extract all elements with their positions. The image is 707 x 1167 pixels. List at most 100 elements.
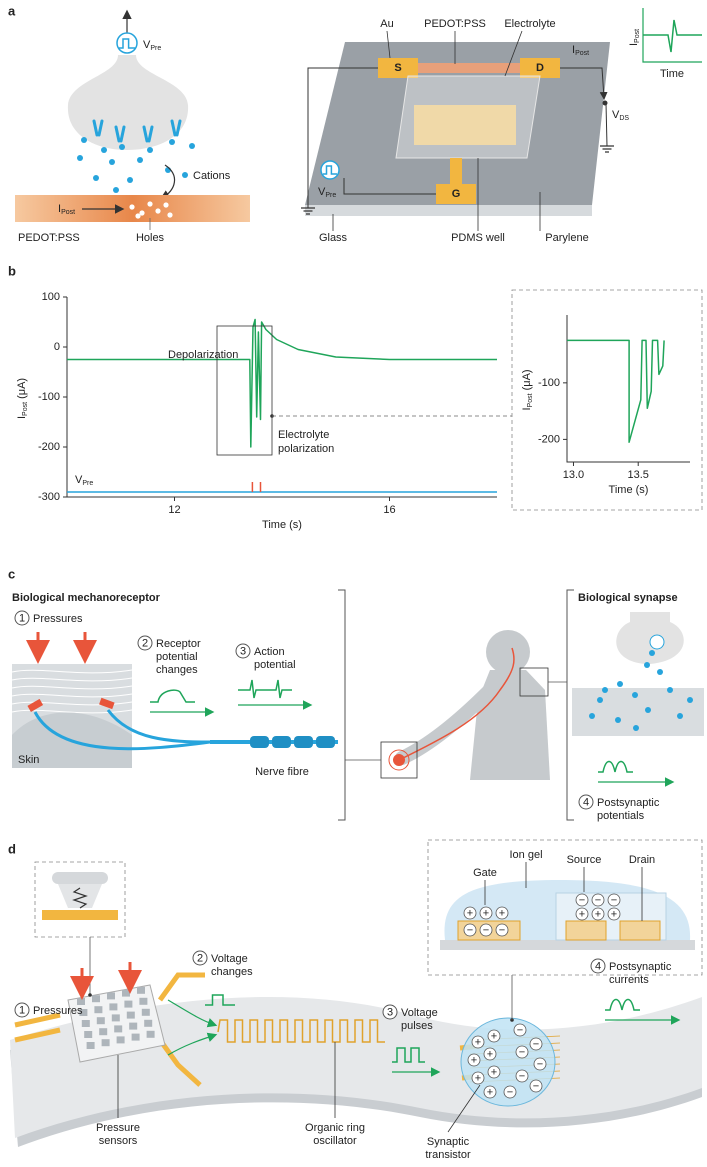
cation xyxy=(109,159,115,165)
presynaptic-terminal xyxy=(68,55,188,150)
sensor xyxy=(92,995,100,1002)
step-text: potentials xyxy=(597,810,645,822)
gate-label: G xyxy=(452,188,461,200)
minus-ion: − xyxy=(595,894,601,906)
cations-label: Cations xyxy=(193,170,231,182)
sensor xyxy=(129,1023,137,1030)
pdms-label: PDMS well xyxy=(451,232,505,244)
step-text: potential xyxy=(254,659,296,671)
myelin xyxy=(316,736,335,748)
sensor xyxy=(82,1020,90,1027)
transistor-label: transistor xyxy=(425,1149,471,1161)
source-label: S xyxy=(394,62,401,74)
neurotransmitter xyxy=(645,707,651,713)
sensor-pyramid xyxy=(58,884,102,908)
nerve-label: Nerve fibre xyxy=(255,766,309,778)
substrate xyxy=(440,940,695,950)
step-number: 2 xyxy=(142,637,148,649)
cation xyxy=(93,175,99,181)
v-ds-label-sub: DS xyxy=(619,115,629,122)
body xyxy=(470,670,550,780)
anchor xyxy=(88,993,92,997)
oscillator-label: oscillator xyxy=(313,1135,357,1147)
sensor xyxy=(112,1014,120,1021)
y-axis-label-unit: (μA) xyxy=(16,378,28,399)
ion-gel-label: Ion gel xyxy=(509,849,542,861)
step-text: currents xyxy=(609,974,649,986)
cation xyxy=(77,155,83,161)
y-axis-label-unit: (μA) xyxy=(521,369,533,390)
cation xyxy=(119,144,125,150)
neurotransmitter xyxy=(687,697,693,703)
v-pre-label-sub: Pre xyxy=(150,45,161,52)
highlight-box xyxy=(217,326,272,455)
au-label: Au xyxy=(380,18,393,30)
sensor xyxy=(122,990,130,997)
step-text: Action xyxy=(254,646,285,658)
plus-ion: + xyxy=(491,1030,497,1042)
plus-ion: + xyxy=(471,1054,477,1066)
pulse-icon xyxy=(321,161,339,179)
plus-ion: + xyxy=(487,1048,493,1060)
cation xyxy=(147,147,153,153)
step-text: Voltage xyxy=(401,1007,438,1019)
v-pre-label: VPre xyxy=(143,39,161,52)
y-tick-label: -100 xyxy=(38,391,60,403)
electrolyte xyxy=(414,105,516,145)
sensor xyxy=(107,992,115,999)
touch xyxy=(393,754,405,766)
head xyxy=(486,630,530,674)
vesicle xyxy=(650,635,664,649)
sensor xyxy=(144,1020,152,1027)
step-number: 1 xyxy=(19,612,25,624)
source-label: Source xyxy=(567,854,602,866)
channel xyxy=(418,63,520,73)
neurotransmitter xyxy=(657,669,663,675)
y-axis-label-sub: Post xyxy=(22,402,29,416)
section-title: Biological synapse xyxy=(578,592,678,604)
y-axis-label: IPost(μA) xyxy=(16,378,29,419)
panel-label: a xyxy=(8,3,16,18)
currents xyxy=(605,1000,640,1011)
plus-ion: + xyxy=(579,908,585,920)
step-text: pulses xyxy=(401,1020,433,1032)
drain-label: Drain xyxy=(629,854,655,866)
minus-ion: − xyxy=(467,924,473,936)
series-line xyxy=(567,340,664,442)
x-axis-label: Time (s) xyxy=(609,484,649,496)
cation xyxy=(101,147,107,153)
sensor xyxy=(137,987,145,994)
annotation: polarization xyxy=(278,443,334,455)
plus-ion: + xyxy=(483,907,489,919)
panel-label: d xyxy=(8,841,16,856)
neurotransmitter xyxy=(589,713,595,719)
neurotransmitter xyxy=(649,650,655,656)
cation xyxy=(127,177,133,183)
step-text: Voltage xyxy=(211,953,248,965)
step-text: potential xyxy=(156,651,198,663)
y-label-sub: Post xyxy=(634,29,641,43)
substrate-edge xyxy=(305,205,592,216)
y-tick-label: -100 xyxy=(538,377,560,389)
hole xyxy=(155,208,160,213)
y-tick-label: -300 xyxy=(38,491,60,503)
series-label-sub: Pre xyxy=(82,480,93,487)
cation xyxy=(182,172,188,178)
minus-ion: − xyxy=(537,1058,543,1070)
minus-ion: − xyxy=(507,1086,513,1098)
transistor-label: Synaptic xyxy=(427,1136,470,1148)
sensor xyxy=(87,1042,95,1049)
pad xyxy=(566,921,606,940)
minus-ion: − xyxy=(519,1070,525,1082)
gate-stem xyxy=(450,158,462,186)
hole xyxy=(147,201,152,206)
step-number: 2 xyxy=(197,952,203,964)
presynaptic-terminal xyxy=(616,612,684,664)
oscillator-label: Organic ring xyxy=(305,1122,365,1134)
y-tick-label: 0 xyxy=(54,341,60,353)
neurotransmitter xyxy=(667,687,673,693)
sensor xyxy=(139,998,147,1005)
step-number: 4 xyxy=(583,796,589,808)
sensor xyxy=(124,1001,132,1008)
step-number: 1 xyxy=(19,1004,25,1016)
